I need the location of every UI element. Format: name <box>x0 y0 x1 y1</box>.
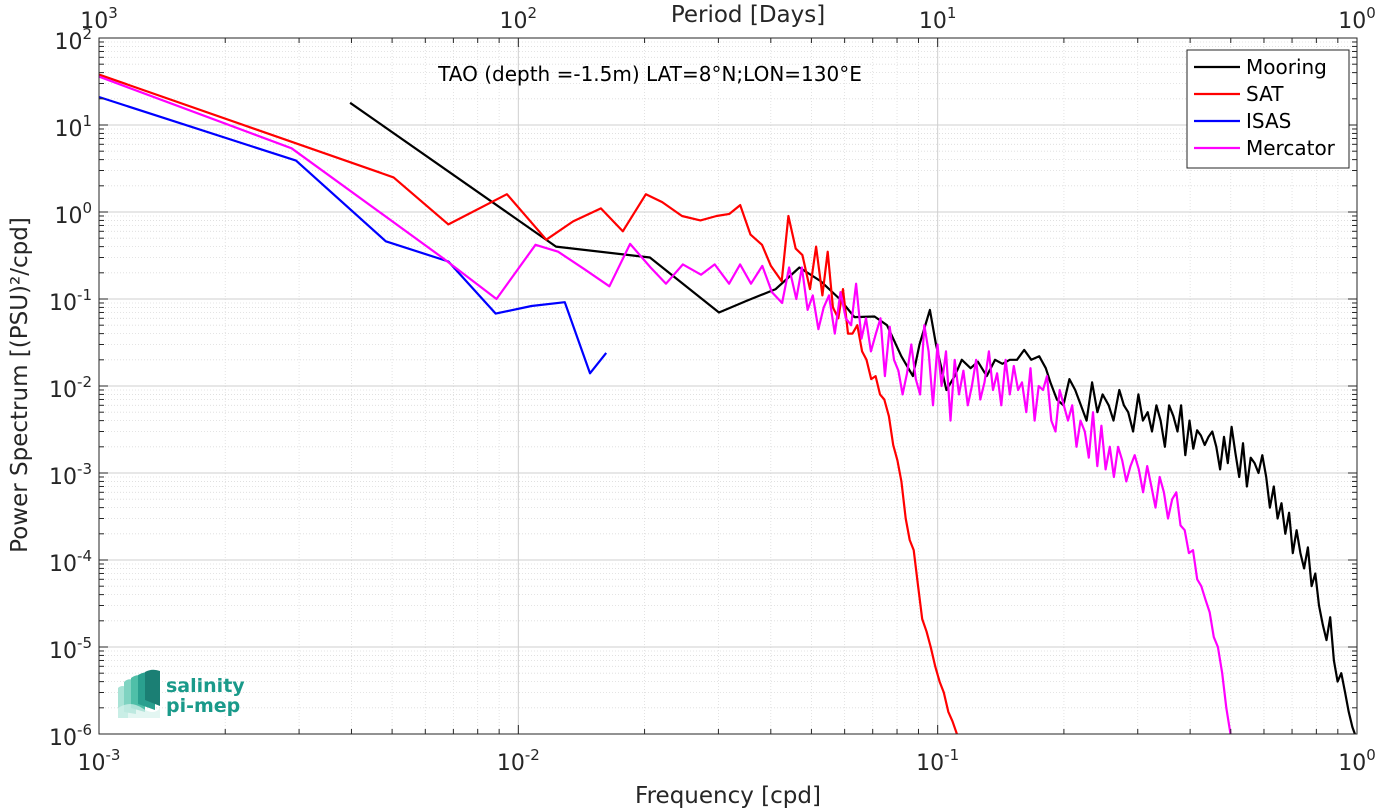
chart-title: TAO (depth =-1.5m) LAT=8°N;LON=130°E <box>437 62 862 86</box>
x-axis-label: Frequency [cpd] <box>635 783 821 809</box>
logo-text-line2: pi-mep <box>166 695 240 717</box>
y-tick-label: 102 <box>54 25 92 55</box>
top-tick-label: 101 <box>919 4 957 34</box>
top-tick-labels: 103 102 101 100 <box>80 4 1376 34</box>
x-tick-label: 10-1 <box>916 746 959 776</box>
series-line-isas <box>98 95 608 375</box>
top-tick-label: 103 <box>80 4 118 34</box>
y-tick-label: 10-2 <box>49 373 92 403</box>
legend: Mooring SAT ISAS Mercator <box>1186 49 1350 169</box>
logo-text-line1: salinity <box>166 675 245 697</box>
y-tick-label: 10-6 <box>49 721 92 751</box>
series-line-mercator <box>98 75 1232 735</box>
y-axis-label: Power Spectrum [(PSU)²/cpd] <box>7 217 33 553</box>
y-tick-label: 100 <box>54 199 92 229</box>
top-tick-label: 102 <box>500 4 538 34</box>
legend-label-mooring: Mooring <box>1246 55 1327 79</box>
salinity-pi-mep-logo: salinity pi-mep <box>118 669 245 718</box>
tick-marks <box>98 37 1358 735</box>
y-tick-label: 10-5 <box>49 634 92 664</box>
legend-label-mercator: Mercator <box>1246 136 1336 160</box>
top-tick-label: 100 <box>1338 4 1376 34</box>
y-tick-labels: 10-6 10-5 10-4 10-3 10-2 10-1 100 101 102 <box>49 25 92 751</box>
x-tick-label: 10-2 <box>497 746 540 776</box>
series-line-sat <box>98 73 958 735</box>
y-tick-label: 10-4 <box>49 547 92 577</box>
y-tick-label: 101 <box>54 112 92 142</box>
series-layer <box>98 73 1356 735</box>
legend-label-isas: ISAS <box>1246 109 1291 133</box>
x-tick-label: 100 <box>1338 746 1376 776</box>
y-tick-label: 10-3 <box>49 460 92 490</box>
x-tick-label: 10-3 <box>78 746 121 776</box>
wave-logo-icon <box>118 669 160 718</box>
x-tick-labels: 10-3 10-2 10-1 100 <box>78 746 1376 776</box>
top-axis-label: Period [Days] <box>671 2 825 28</box>
y-tick-label: 10-1 <box>49 286 92 316</box>
legend-label-sat: SAT <box>1246 82 1284 106</box>
legend-items: Mooring SAT ISAS Mercator <box>1194 55 1336 160</box>
